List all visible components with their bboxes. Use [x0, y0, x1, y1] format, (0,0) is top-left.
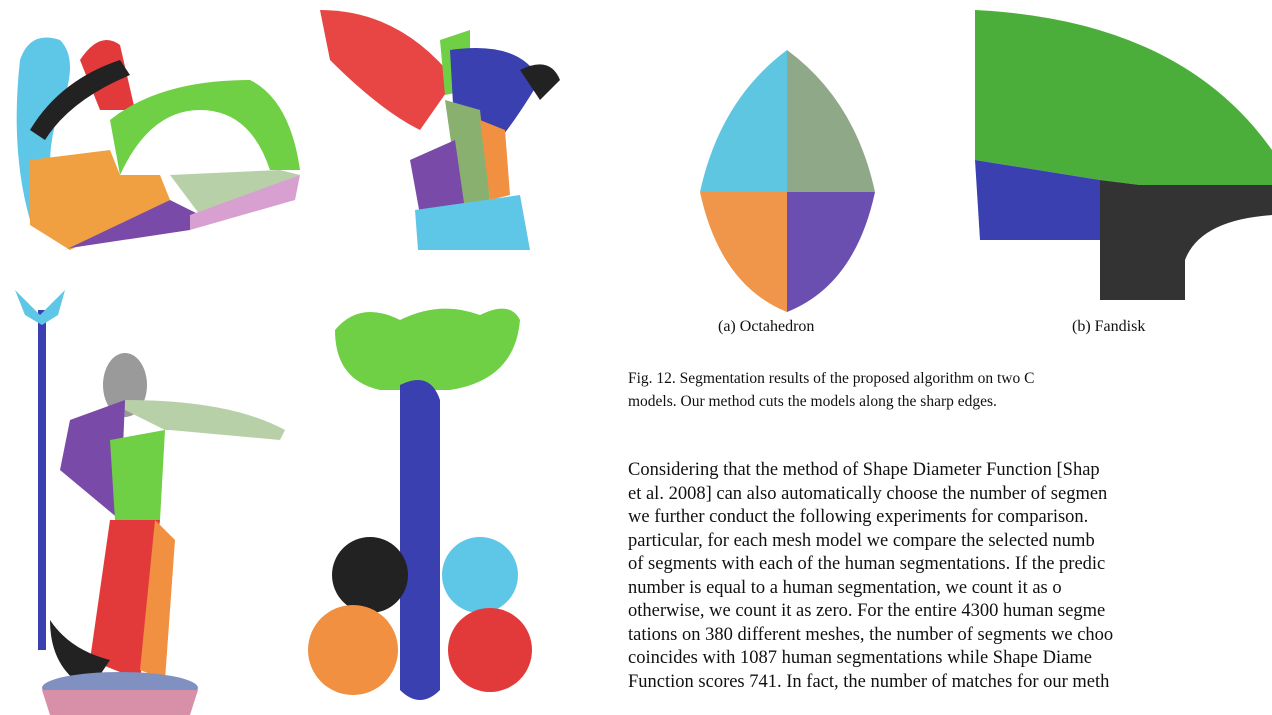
caption-line: models. Our method cuts the models along…: [628, 393, 997, 410]
subcaption: (a) Octahedron: [718, 318, 815, 335]
text-line: Function scores 741. In fact, the number…: [628, 671, 1110, 692]
model-table: [308, 308, 532, 700]
text-line: we further conduct the following experim…: [628, 507, 1089, 527]
model-gargoyle: [320, 10, 560, 250]
text-line: number is equal to a human segmentation,…: [628, 577, 1062, 598]
model-fandisk: [975, 10, 1272, 300]
model-octahedron: [700, 50, 875, 312]
caption-line: Fig. 12. Segmentation results of the pro…: [628, 370, 1035, 387]
text-line: tations on 380 different meshes, the num…: [628, 624, 1114, 645]
text-line: otherwise, we count it as zero. For the …: [628, 601, 1106, 621]
text-line: coincides with 1087 human segmentations …: [628, 648, 1092, 668]
model-statue: [15, 290, 285, 715]
text-line: of segments with each of the human segme…: [628, 554, 1106, 574]
model-sculpture: [16, 37, 300, 250]
text-line: Considering that the method of Shape Dia…: [628, 460, 1100, 480]
subcaption: (b) Fandisk: [1072, 318, 1146, 335]
text-line: particular, for each mesh model we compa…: [628, 530, 1095, 551]
text-line: et al. 2008] can also automatically choo…: [628, 483, 1108, 504]
